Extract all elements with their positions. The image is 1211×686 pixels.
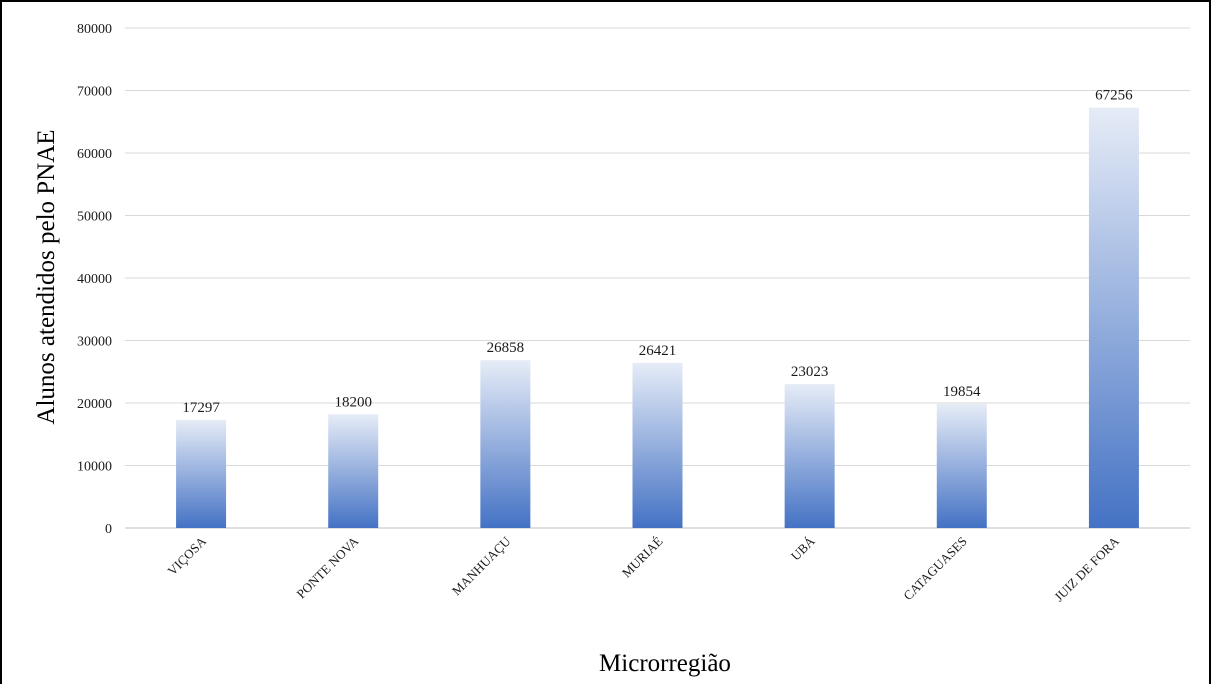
bar: [784, 384, 835, 528]
bar: [328, 414, 379, 528]
bar: [176, 419, 227, 528]
bars: [176, 107, 1139, 529]
data-label: 23023: [791, 364, 829, 380]
bar: [632, 362, 683, 528]
y-axis-title: Alunos atendidos pelo PNAE: [33, 129, 60, 424]
y-tick-labels: 0 10000 20000 30000 40000 50000 60000 70000 8000…: [77, 22, 112, 537]
y-tick-label: 80000: [77, 22, 112, 37]
x-tick-labels: VIÇOSA PONTE NOVA MANHUAÇU MURIAÉ UBÁ CATAGUA…: [164, 533, 1122, 604]
data-label: 17297: [182, 400, 220, 416]
x-tick-label: MANHUAÇU: [449, 533, 514, 598]
gridlines: [125, 27, 1190, 529]
data-label: 26858: [487, 340, 525, 356]
y-tick-label: 40000: [77, 272, 112, 287]
data-labels: 17297 18200 26858 26421 23023 19854 67256: [182, 88, 1133, 416]
x-tick-label: JUIZ DE FORA: [1051, 533, 1122, 604]
y-tick-label: 10000: [77, 460, 112, 475]
y-tick-label: 70000: [77, 85, 112, 100]
data-label: 26421: [639, 343, 677, 359]
x-tick-label: VIÇOSA: [164, 533, 209, 578]
data-label: 19854: [943, 384, 981, 400]
x-tick-label: MURIAÉ: [619, 533, 666, 580]
x-tick-label: CATAGUASES: [900, 534, 970, 604]
bar: [480, 360, 531, 528]
x-tick-label: UBÁ: [788, 533, 818, 563]
data-label: 67256: [1095, 88, 1133, 104]
y-tick-label: 0: [105, 522, 112, 537]
x-axis-title: Microrregião: [599, 650, 731, 677]
bar: [1088, 107, 1139, 529]
y-tick-label: 50000: [77, 210, 112, 225]
x-tick-label: PONTE NOVA: [293, 533, 361, 601]
y-tick-label: 60000: [77, 147, 112, 162]
y-tick-label: 30000: [77, 335, 112, 350]
y-tick-label: 20000: [77, 397, 112, 412]
data-label: 18200: [334, 394, 372, 410]
bar: [936, 403, 987, 528]
